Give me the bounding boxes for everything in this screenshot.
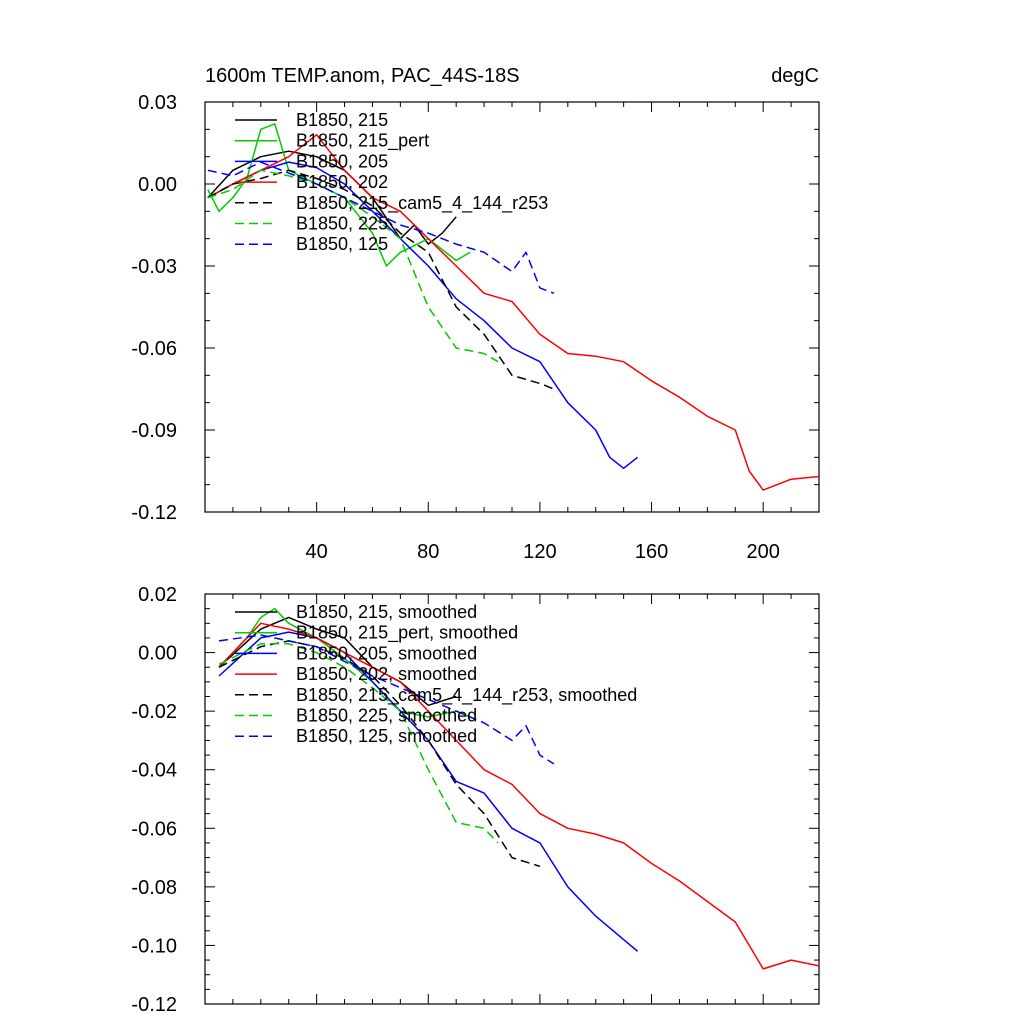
top-legend-label: B1850, 205 xyxy=(296,151,388,171)
top-axes: 40 80 120 160 200 0.03 0.00 -0.03 -0.06 -0.09 -0.1… xyxy=(131,92,819,563)
bottom-y-tick-label: -0.04 xyxy=(131,760,177,782)
bottom-y-tick-label: 0.00 xyxy=(138,643,177,665)
top-y-tick-label: -0.12 xyxy=(131,502,177,524)
top-y-tick-label: 0.00 xyxy=(138,174,177,196)
bottom-legend-label: B1850, 205, smoothed xyxy=(296,643,477,663)
top-legend-label: B1850, 225 xyxy=(296,214,388,234)
bottom-legend-label: B1850, 202, smoothed xyxy=(296,664,477,684)
top-legend-label: B1850, 202 xyxy=(296,172,388,192)
bottom-legend-label: B1850, 215_pert, smoothed xyxy=(296,623,518,644)
top-x-tick-label: 80 xyxy=(417,541,439,563)
bottom-series-line-3 xyxy=(218,631,639,952)
bottom-y-tick-label: -0.08 xyxy=(131,877,177,899)
top-series-line-3 xyxy=(207,161,639,470)
bottom-series-line-5 xyxy=(218,640,541,868)
bottom-series-group xyxy=(218,607,820,970)
bottom-legend-label: B1850, 215_cam5_4_144_r253, smoothed xyxy=(296,685,637,706)
top-series-group xyxy=(207,123,820,491)
top-y-tick-label: -0.09 xyxy=(131,420,177,442)
bottom-legend-label: B1850, 125, smoothed xyxy=(296,726,477,746)
bottom-y-tick-label: -0.06 xyxy=(131,818,177,840)
bottom-panel: 0.02 0.00 -0.02 -0.04 -0.06 -0.08 -0.10 -0.12 B… xyxy=(131,584,820,1016)
top-x-tick-label: 160 xyxy=(635,541,668,563)
top-x-tick-label: 200 xyxy=(746,541,779,563)
bottom-y-tick-label: 0.02 xyxy=(138,584,177,606)
bottom-legend-label: B1850, 215, smoothed xyxy=(296,602,477,622)
bottom-axes: 0.02 0.00 -0.02 -0.04 -0.06 -0.08 -0.10 -0.12 xyxy=(131,584,819,1016)
top-legend-label: B1850, 215 xyxy=(296,110,388,130)
top-x-tick-label: 120 xyxy=(523,541,556,563)
bottom-series-line-7 xyxy=(218,634,555,765)
top-series-line-7 xyxy=(207,161,555,294)
bottom-y-tick-label: -0.10 xyxy=(131,935,177,957)
top-legend-label: B1850, 125 xyxy=(296,234,388,254)
top-y-tick-label: 0.03 xyxy=(138,92,177,114)
bottom-legend-label: B1850, 225, smoothed xyxy=(296,706,477,726)
top-series-line-4 xyxy=(207,134,820,491)
top-y-tick-label: -0.03 xyxy=(131,256,177,278)
top-legend-label: B1850, 215_cam5_4_144_r253 xyxy=(296,193,548,214)
top-series-line-5 xyxy=(207,169,555,390)
top-x-tick-label: 40 xyxy=(306,541,328,563)
bottom-series-line-6 xyxy=(218,643,499,844)
top-legend-label: B1850, 215_pert xyxy=(296,131,429,152)
bottom-series-line-4 xyxy=(218,622,820,970)
bottom-y-tick-label: -0.02 xyxy=(131,701,177,723)
top-y-tick-label: -0.06 xyxy=(131,338,177,360)
top-panel-title: 1600m TEMP.anom, PAC_44S-18S xyxy=(205,65,520,87)
top-panel-units: degC xyxy=(771,65,819,87)
bottom-y-tick-label: -0.12 xyxy=(131,994,177,1016)
top-panel: 1600m TEMP.anom, PAC_44S-18S degC 40 80 12… xyxy=(131,65,820,563)
